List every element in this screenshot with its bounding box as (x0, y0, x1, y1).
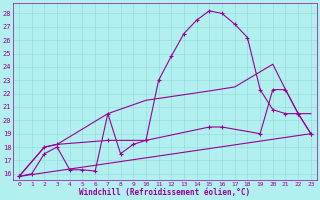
X-axis label: Windchill (Refroidissement éolien,°C): Windchill (Refroidissement éolien,°C) (79, 188, 251, 197)
